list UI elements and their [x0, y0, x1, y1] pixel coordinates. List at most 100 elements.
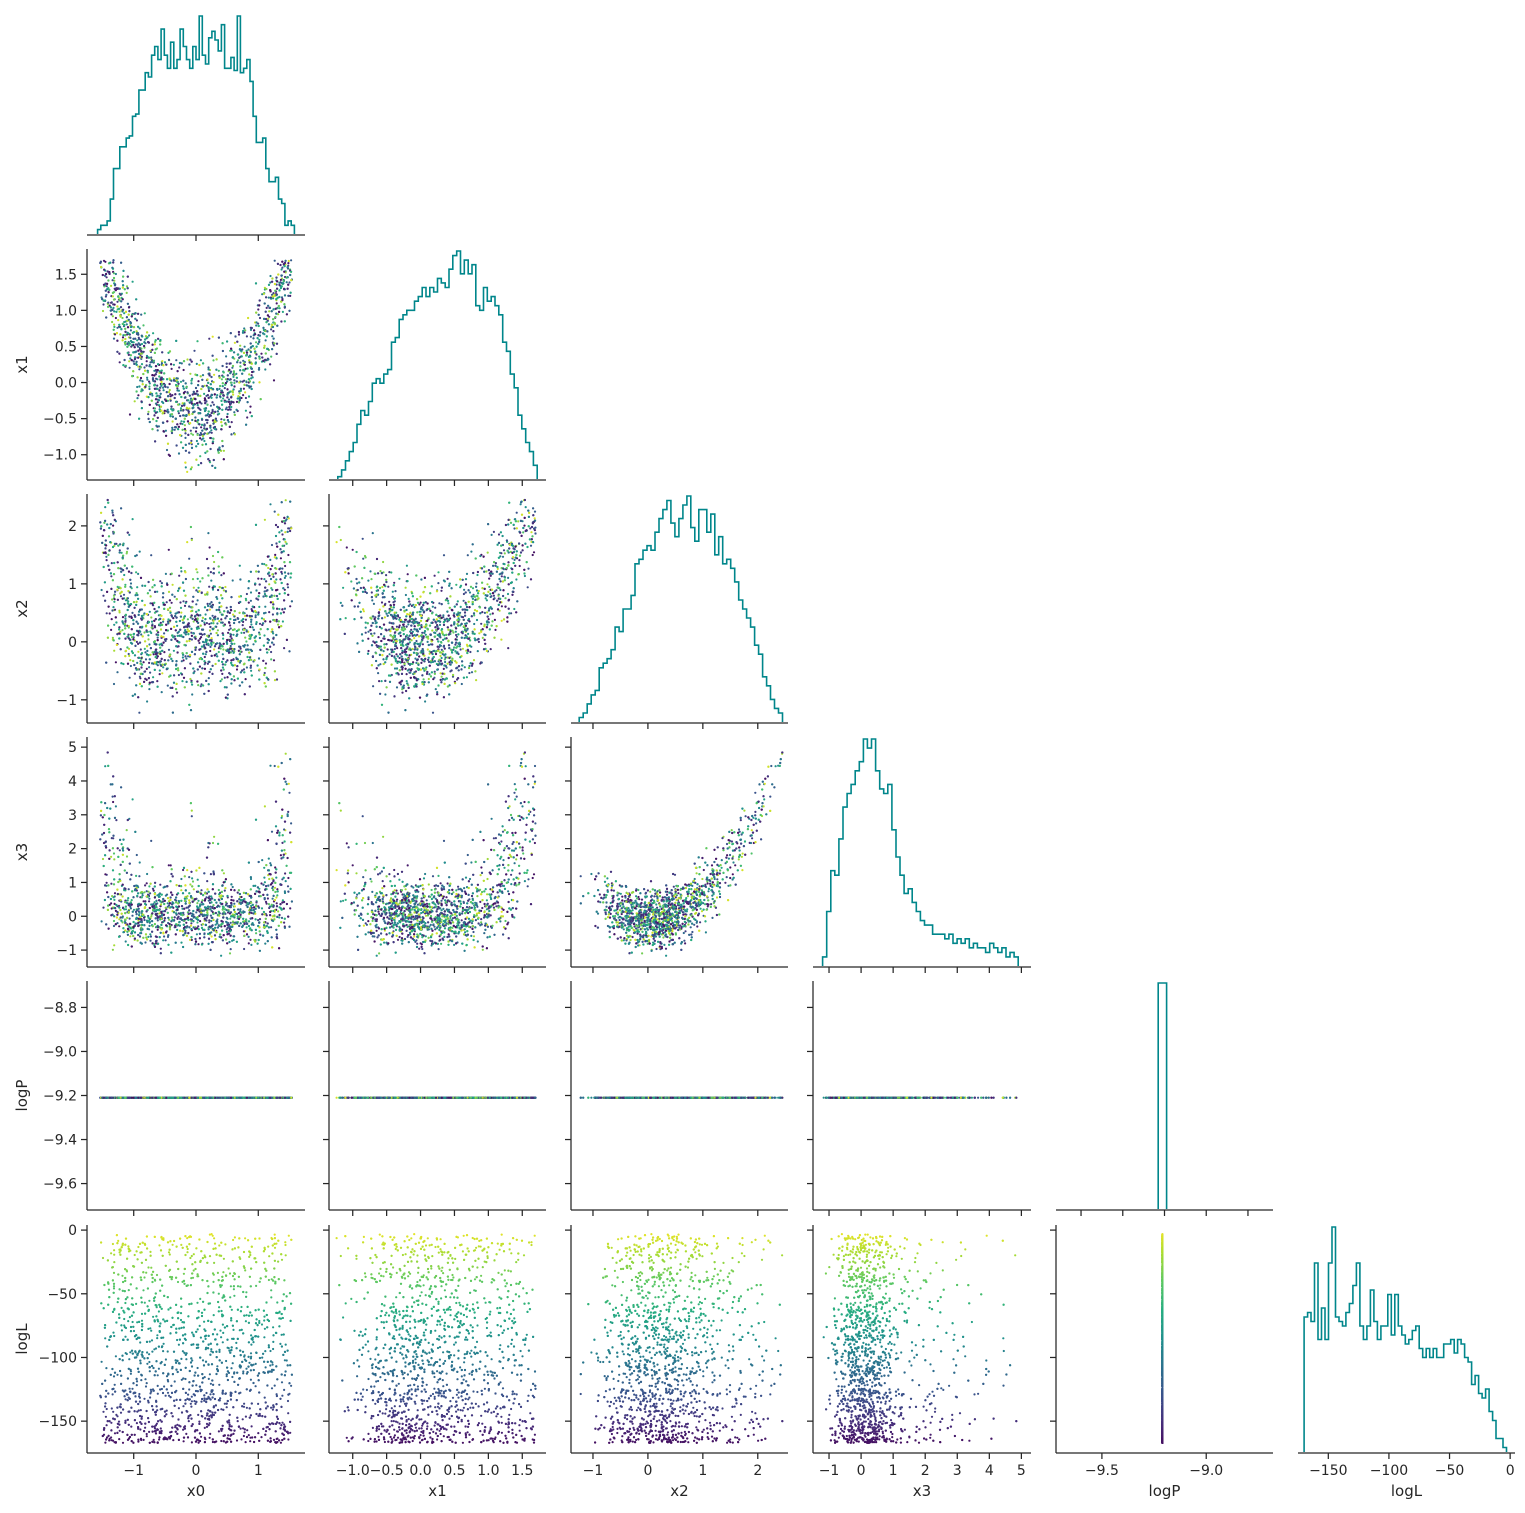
data-point — [225, 400, 228, 403]
data-point — [209, 436, 212, 440]
data-point — [239, 671, 242, 674]
data-point — [244, 636, 247, 639]
data-point — [233, 642, 236, 645]
data-point — [407, 597, 410, 601]
data-point — [281, 266, 284, 269]
data-point — [253, 659, 256, 662]
data-point — [289, 273, 292, 277]
data-point — [159, 646, 162, 649]
data-point — [118, 307, 121, 310]
data-point — [218, 586, 221, 589]
data-point — [129, 325, 133, 329]
data-point — [162, 635, 165, 639]
data-point — [275, 293, 278, 296]
data-point — [237, 628, 240, 631]
data-point — [251, 345, 254, 348]
data-point — [129, 659, 132, 662]
data-point — [144, 677, 147, 680]
data-point — [138, 656, 141, 660]
data-point — [155, 395, 158, 398]
data-point — [280, 551, 283, 554]
data-point — [121, 280, 124, 283]
data-point — [133, 400, 136, 403]
data-point — [195, 445, 198, 448]
data-point — [427, 637, 430, 640]
data-point — [171, 426, 174, 429]
data-point — [135, 571, 138, 574]
data-point — [126, 608, 129, 612]
data-point — [168, 382, 171, 386]
panel-x1-vs-x0: −1.0−0.50.00.51.01.5x1 — [13, 249, 305, 486]
data-point — [178, 361, 181, 365]
data-point — [121, 298, 124, 301]
y-tick-label: 0 — [68, 635, 77, 651]
data-point — [254, 523, 258, 527]
data-point — [186, 618, 189, 621]
data-point — [275, 589, 278, 592]
data-point — [160, 369, 163, 372]
data-point — [116, 585, 119, 589]
data-point — [111, 308, 114, 311]
data-point — [128, 615, 131, 618]
data-point — [174, 637, 177, 641]
data-point — [280, 501, 283, 504]
data-point — [243, 631, 246, 634]
data-point — [135, 668, 138, 671]
data-point — [233, 341, 236, 344]
data-point — [281, 310, 284, 313]
data-point — [221, 556, 224, 559]
data-point — [191, 393, 194, 396]
data-point — [530, 531, 533, 534]
data-point — [251, 609, 254, 612]
data-point — [226, 392, 229, 395]
data-point — [171, 420, 174, 423]
data-point — [257, 657, 261, 660]
data-point — [138, 385, 141, 388]
data-point — [164, 572, 167, 576]
data-point — [255, 597, 258, 600]
data-point — [248, 634, 251, 637]
data-point — [207, 689, 210, 693]
data-point — [471, 587, 475, 590]
data-point — [194, 419, 197, 422]
data-point — [222, 397, 225, 400]
data-point — [180, 395, 183, 399]
data-point — [120, 570, 123, 573]
data-point — [257, 308, 260, 311]
data-point — [176, 389, 179, 392]
data-point — [267, 648, 270, 651]
data-point — [258, 340, 261, 343]
data-point — [211, 440, 215, 443]
data-point — [182, 617, 186, 620]
data-point — [146, 376, 149, 379]
data-point — [121, 597, 124, 600]
data-point — [186, 358, 189, 361]
data-point — [152, 418, 155, 421]
data-point — [131, 651, 134, 655]
data-point — [423, 610, 426, 613]
data-point — [121, 556, 124, 559]
data-point — [489, 613, 492, 616]
data-point — [194, 614, 197, 617]
data-point — [157, 631, 160, 634]
data-point — [113, 287, 116, 290]
data-point — [531, 553, 534, 557]
data-point — [144, 338, 147, 341]
data-point — [263, 590, 266, 593]
data-point — [111, 579, 114, 582]
data-point — [434, 631, 437, 635]
data-point — [264, 620, 267, 623]
data-point — [220, 574, 223, 577]
data-point — [185, 652, 188, 655]
data-point — [204, 639, 208, 642]
data-point — [154, 340, 157, 343]
data-point — [158, 623, 161, 626]
data-point — [113, 623, 116, 626]
data-point — [138, 352, 141, 355]
data-point — [222, 394, 225, 397]
data-point — [192, 671, 195, 674]
data-point — [139, 338, 142, 341]
data-point — [135, 592, 138, 595]
data-point — [105, 544, 108, 547]
data-point — [237, 660, 240, 663]
